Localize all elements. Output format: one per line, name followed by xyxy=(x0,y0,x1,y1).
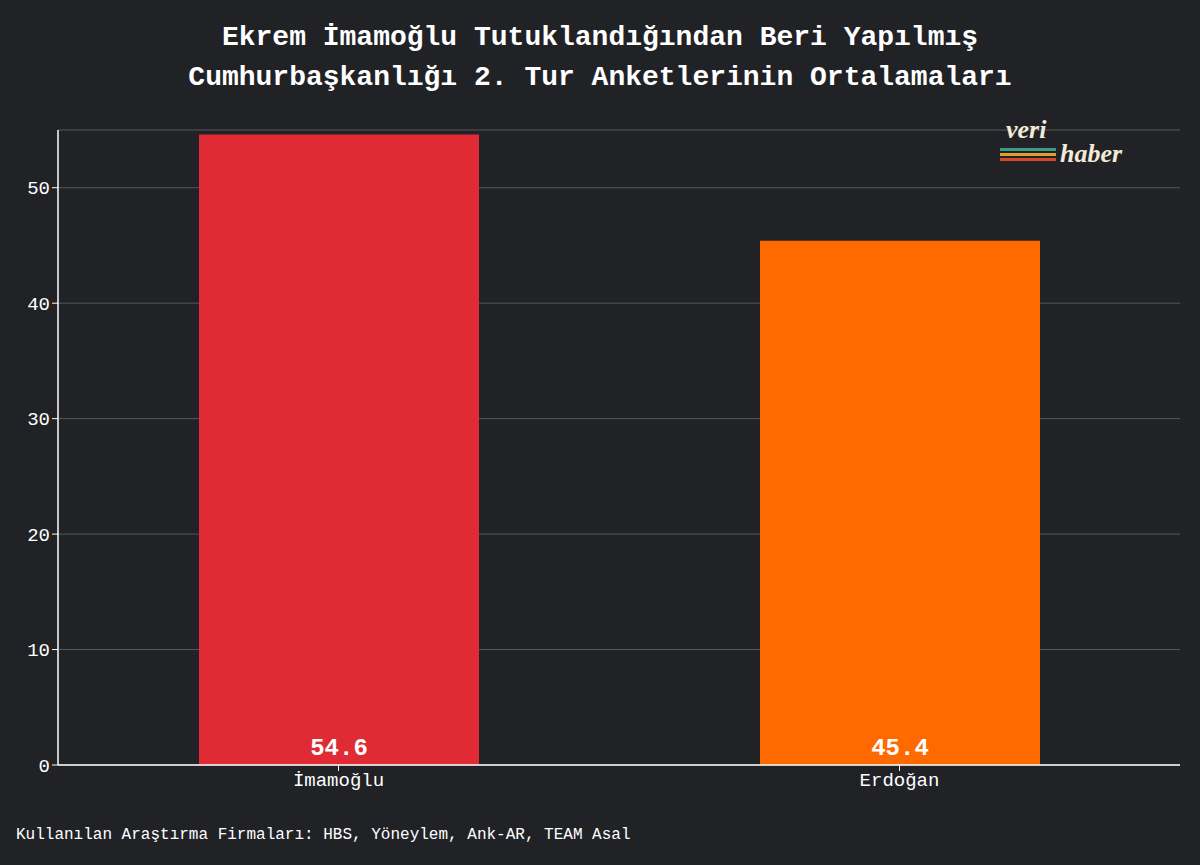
html-text:Ekrem İmamoğlu Tutuklandığında: Ekrem İmamoğlu Tutuklandığından Beri Yap… xyxy=(188,22,1012,93)
svg-text:54.6: 54.6 xyxy=(310,735,368,762)
svg-text:50: 50 xyxy=(27,178,50,200)
svg-text:20: 20 xyxy=(27,525,50,547)
svg-text:40: 40 xyxy=(27,294,50,316)
svg-text:Erdoğan: Erdoğan xyxy=(860,770,940,792)
html-text:Kullanılan Araştırma Firmaları: Kullanılan Araştırma Firmaları: HBS, Yön… xyxy=(16,826,631,844)
html-text:veri: veri xyxy=(1006,115,1047,144)
svg-text:10: 10 xyxy=(27,640,50,662)
svg-text:30: 30 xyxy=(27,409,50,431)
html-text:haber: haber xyxy=(1060,139,1123,168)
svg-text:İmamoğlu: İmamoğlu xyxy=(293,770,384,792)
svg-text:45.4: 45.4 xyxy=(871,735,929,762)
svg-text:0: 0 xyxy=(39,756,50,778)
